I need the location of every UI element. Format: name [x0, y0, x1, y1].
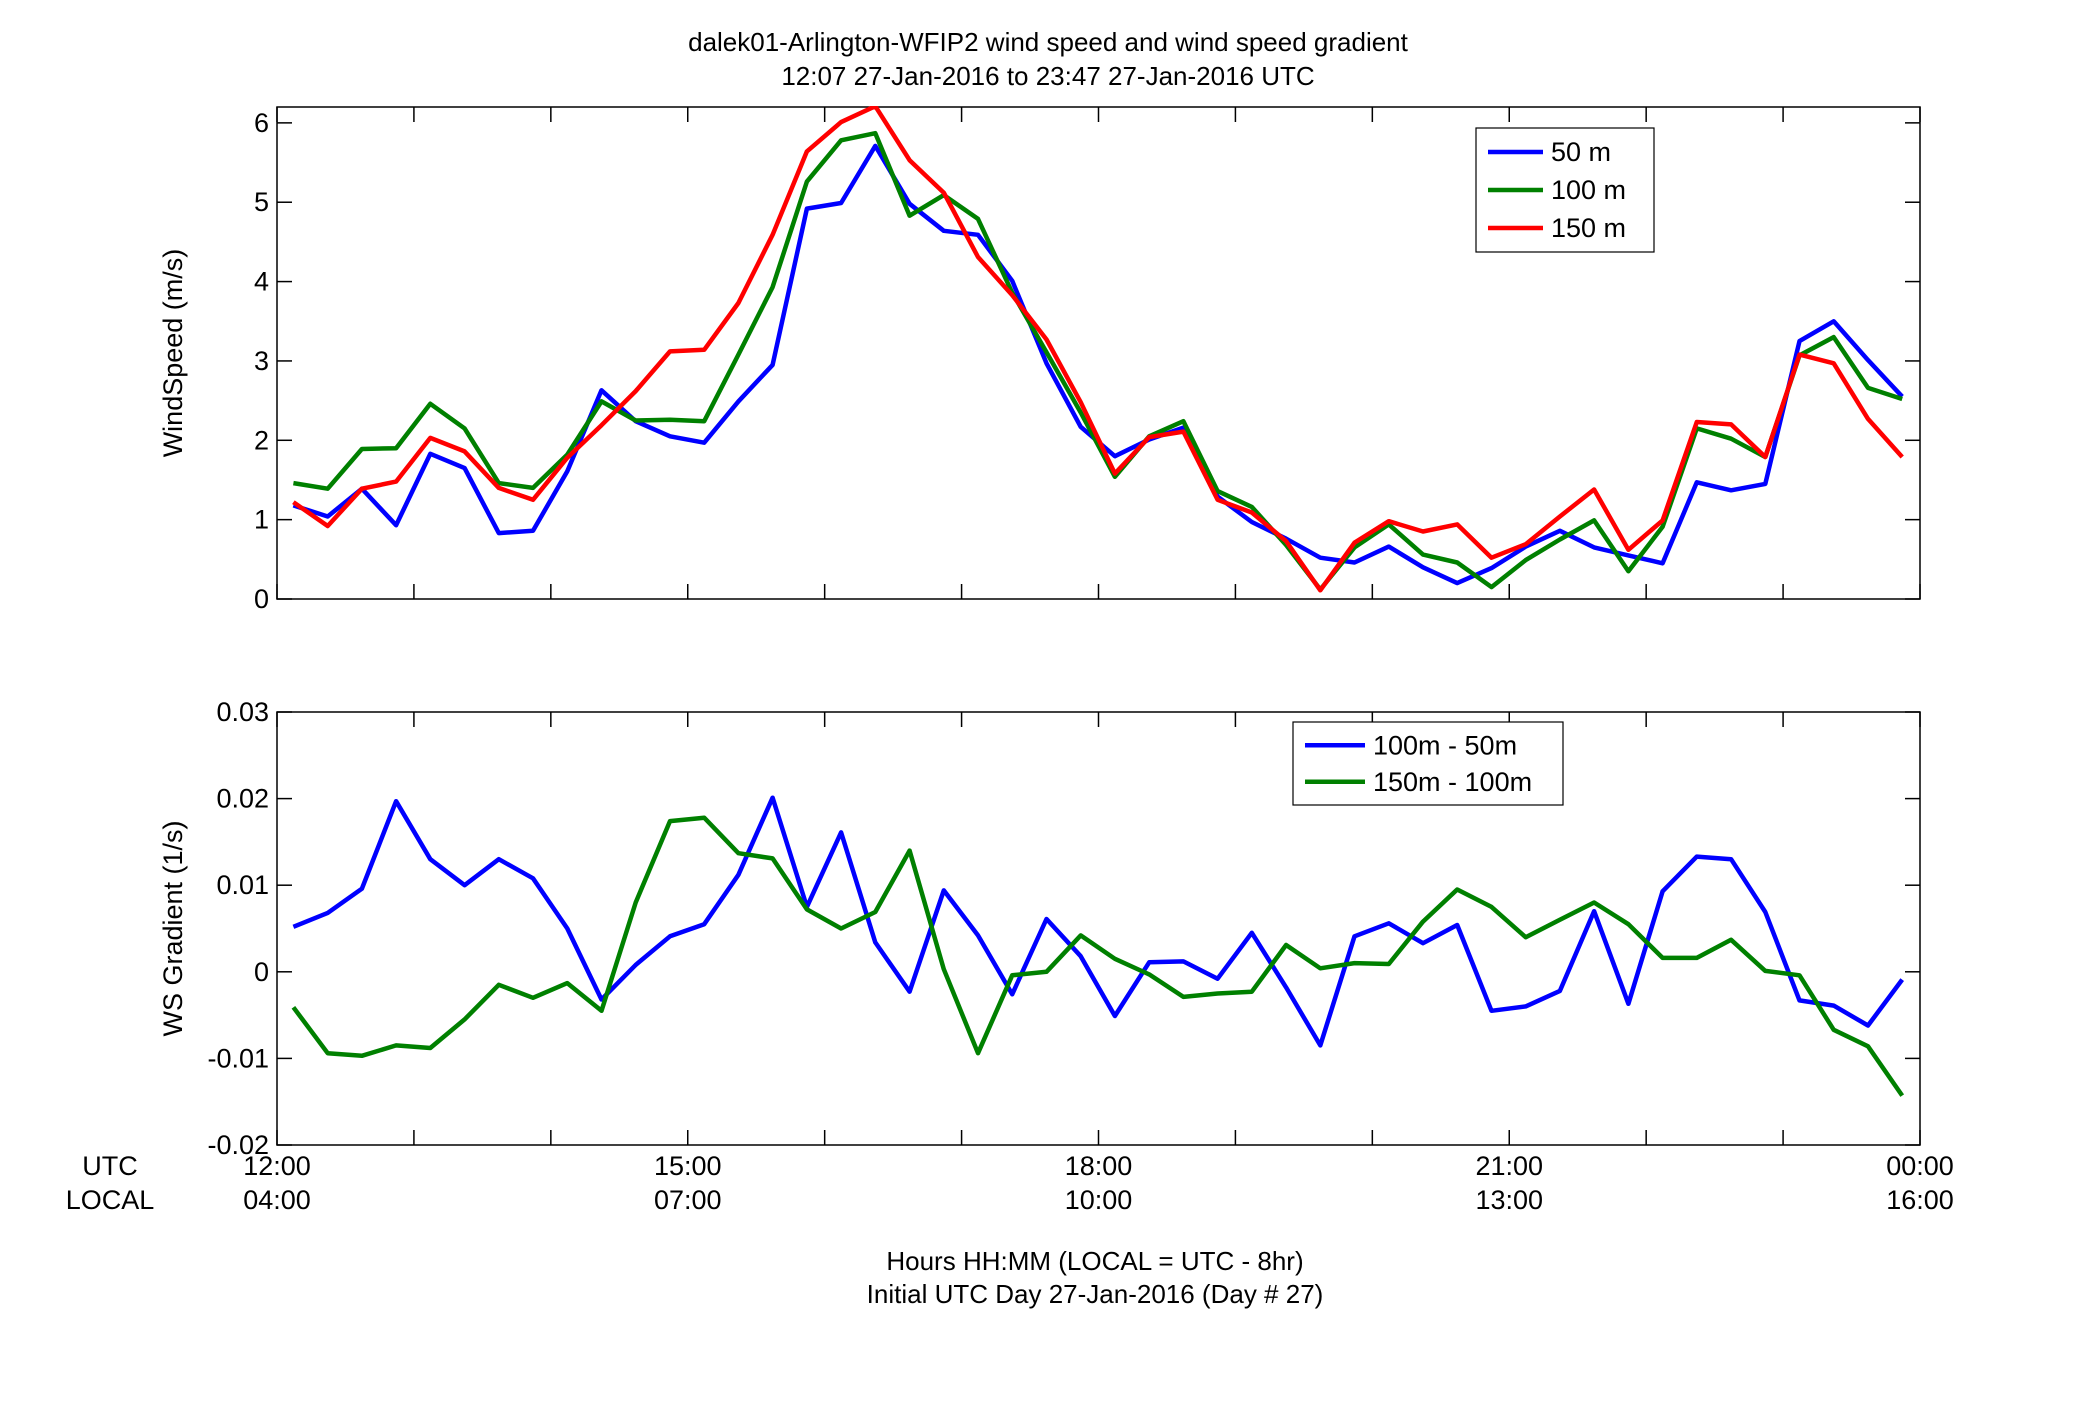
y-tick-label: 1 — [254, 505, 269, 535]
windspeed-panel: 0 1 2 3 4 5 6 WindSpeed (m/s) 50 m 100 m 150 m — [158, 106, 1921, 614]
x-tick-label-utc: 15:00 — [654, 1151, 722, 1181]
y-tick-label: 0 — [254, 957, 269, 987]
figure-title-line2: 12:07 27-Jan-2016 to 23:47 27-Jan-2016 U… — [781, 61, 1314, 91]
x-axis-label-line2: Initial UTC Day 27-Jan-2016 (Day # 27) — [867, 1279, 1324, 1309]
y-tick-label: 6 — [254, 108, 269, 138]
y-axis-label: WS Gradient (1/s) — [158, 820, 188, 1036]
x-tick-label-local: 10:00 — [1065, 1185, 1133, 1215]
series-line-150m-100m — [291, 815, 1905, 1097]
y-tick-label: 0.03 — [216, 697, 269, 727]
y-tick-label: 0 — [254, 584, 269, 614]
y-tick-label: -0.01 — [207, 1043, 269, 1073]
x-tick-label-local: 13:00 — [1475, 1185, 1543, 1215]
y-tick-label: 0.02 — [216, 784, 269, 814]
x-tick-label-local: 07:00 — [654, 1185, 722, 1215]
series-line-100-m — [293, 130, 1903, 592]
legend-label: 100 m — [1551, 175, 1626, 205]
legend-label: 150 m — [1551, 213, 1626, 243]
x-tick-label-utc: 00:00 — [1886, 1151, 1954, 1181]
x-row-label-local: LOCAL — [66, 1185, 155, 1215]
x-axis-label-line1: Hours HH:MM (LOCAL = UTC - 8hr) — [886, 1246, 1303, 1276]
x-tick-label-utc: 21:00 — [1475, 1151, 1543, 1181]
x-tick-label-utc: 12:00 — [243, 1151, 311, 1181]
x-tick-label-local: 16:00 — [1886, 1185, 1954, 1215]
x-row-label-utc: UTC — [82, 1151, 138, 1181]
legend-label: 150m - 100m — [1373, 767, 1532, 797]
x-tick-label-utc: 18:00 — [1065, 1151, 1133, 1181]
y-axis-label: WindSpeed (m/s) — [158, 249, 188, 458]
series-line-150-m — [292, 106, 1904, 593]
y-tick-label: 0.01 — [216, 870, 269, 900]
legend-label: 100m - 50m — [1373, 730, 1517, 760]
figure-title-line1: dalek01-Arlington-WFIP2 wind speed and w… — [688, 27, 1409, 57]
y-tick-label: 5 — [254, 187, 269, 217]
y-tick-label: 2 — [254, 425, 269, 455]
series-line-100m-50m — [292, 795, 1905, 1048]
y-tick-label: -0.02 — [207, 1130, 269, 1160]
legend-box — [1292, 721, 1564, 806]
x-tick-label-local: 04:00 — [243, 1185, 311, 1215]
gradient-panel: -0.02 -0.01 0 0.01 0.02 0.03 12:00 04:00 15:00 07… — [158, 697, 1954, 1215]
y-tick-label: 3 — [254, 346, 269, 376]
y-tick-label: 4 — [254, 267, 269, 297]
legend-label: 50 m — [1551, 137, 1611, 167]
